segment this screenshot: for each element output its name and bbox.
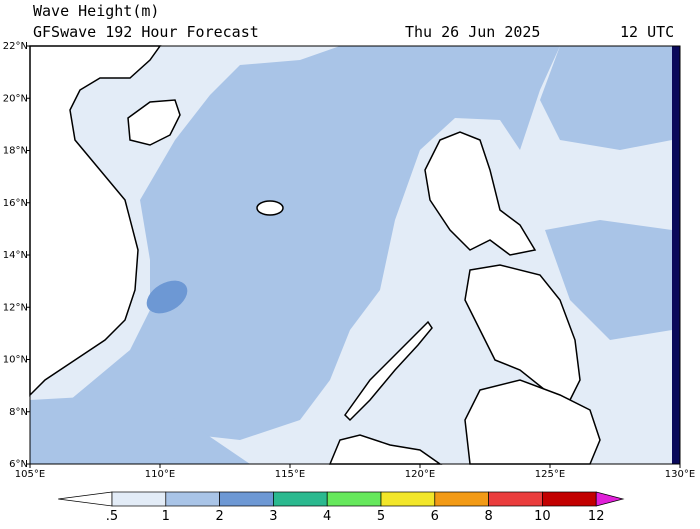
sea-medium xyxy=(545,220,672,340)
date: Thu 26 Jun 2025 xyxy=(405,23,540,41)
colorbar-segment xyxy=(165,491,220,507)
colorbar-label: 8 xyxy=(484,509,492,524)
x-tick-label: 130°E xyxy=(665,469,695,480)
axes: 105°E 110°E 115°E 120°E 125°E 130°E 6°N 8°N 10°N… xyxy=(3,41,695,524)
colorbar-segment xyxy=(434,491,489,507)
x-tick-label: 110°E xyxy=(145,469,175,480)
colorbar-label: 6 xyxy=(431,509,439,524)
colorbar-label: 4 xyxy=(323,509,331,524)
colorbar-label: .5 xyxy=(106,509,118,524)
colorbar-segment xyxy=(488,491,543,507)
colorbar-segment xyxy=(542,491,597,507)
subtitle: GFSwave 192 Hour Forecast xyxy=(33,23,259,41)
colorbar-high xyxy=(595,491,625,507)
colorbar-label: 3 xyxy=(269,509,277,524)
land xyxy=(29,45,601,465)
colorbar-segment xyxy=(380,491,436,507)
y-tick-label: 16°N xyxy=(3,198,28,209)
colorbar-label: 2 xyxy=(215,509,223,524)
colorbar-segment xyxy=(219,491,274,507)
colorbar-segment xyxy=(326,491,382,507)
map xyxy=(29,45,681,465)
title: Wave Height(m) xyxy=(33,2,159,20)
y-tick-label: 10°N xyxy=(3,355,28,366)
sea-medium xyxy=(30,395,250,464)
y-tick-label: 18°N xyxy=(3,146,28,157)
y-tick-label: 22°N xyxy=(3,41,28,52)
x-tick-label: 120°E xyxy=(405,469,435,480)
y-tick-label: 20°N xyxy=(3,93,28,104)
x-tick-label: 125°E xyxy=(535,469,565,480)
y-tick-label: 6°N xyxy=(9,459,28,470)
colorbar-segment xyxy=(273,491,328,507)
sea-medium xyxy=(70,46,560,440)
colorbar-low xyxy=(58,491,113,507)
colorbar-label: 1 xyxy=(162,509,170,524)
sea-medium xyxy=(540,46,672,150)
x-tick-label: 115°E xyxy=(275,469,305,480)
time: 12 UTC xyxy=(620,23,674,41)
x-tick-label: 105°E xyxy=(15,469,45,480)
colorbar-label: 5 xyxy=(377,509,385,524)
y-tick-label: 14°N xyxy=(3,250,28,261)
colorbar-label: 10 xyxy=(534,509,551,524)
y-tick-label: 12°N xyxy=(3,302,28,313)
sea-high xyxy=(146,280,188,314)
colorbar-segment xyxy=(111,491,167,507)
colorbar-label: 12 xyxy=(588,509,605,524)
right-bar xyxy=(672,46,680,464)
y-tick-label: 8°N xyxy=(9,407,28,418)
